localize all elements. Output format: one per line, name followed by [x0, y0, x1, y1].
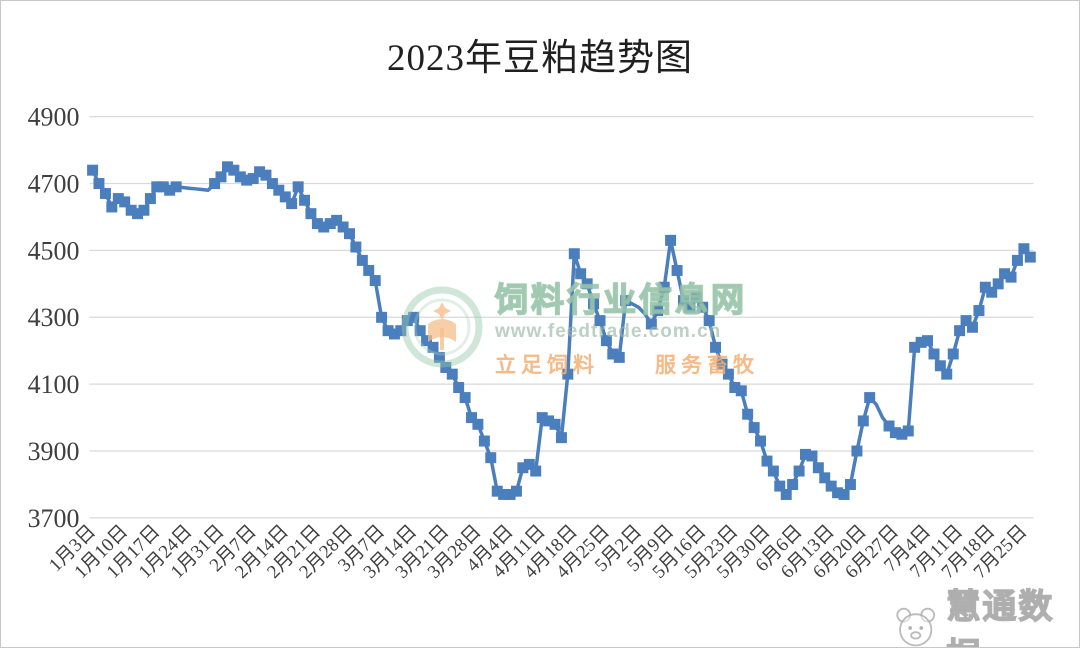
- y-axis-labels: 3700 3900 4100 4300 4500 4700 4900: [28, 103, 80, 533]
- svg-text:3700: 3700: [28, 504, 80, 533]
- svg-text:4900: 4900: [28, 103, 80, 132]
- series-line: [91, 165, 1032, 497]
- series-markers: [87, 161, 1036, 500]
- svg-text:4500: 4500: [28, 236, 80, 265]
- grid-layer: [89, 115, 1034, 519]
- svg-text:4300: 4300: [28, 303, 80, 332]
- svg-text:4100: 4100: [28, 370, 80, 399]
- chart-title: 2023年豆粕趋势图: [387, 38, 693, 79]
- svg-text:4700: 4700: [28, 169, 80, 198]
- x-axis-labels: 1月3日1月10日1月17日1月24日1月31日2月7日2月14日2月21日2月…: [45, 521, 1031, 583]
- svg-text:3900: 3900: [28, 437, 80, 466]
